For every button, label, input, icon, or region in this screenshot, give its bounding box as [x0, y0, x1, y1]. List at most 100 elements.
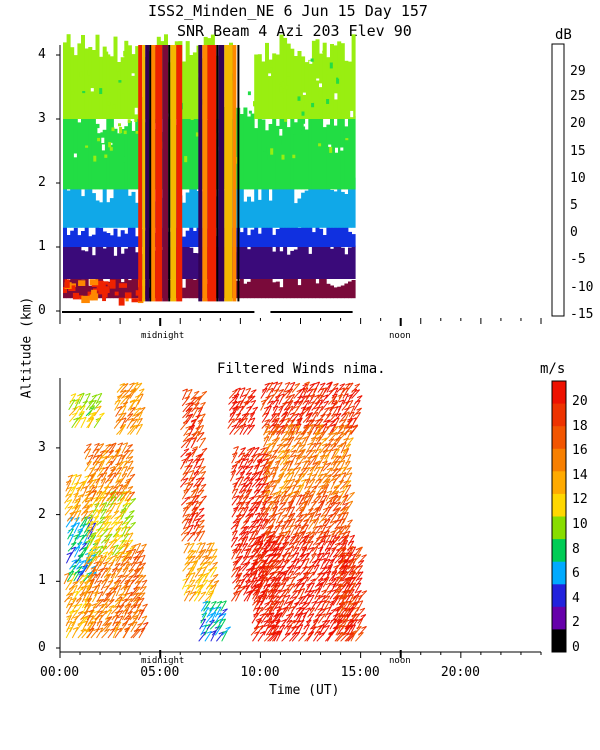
top-noon-marker: noon [389, 331, 411, 341]
wind-barb [288, 512, 296, 524]
wind-barb [342, 525, 351, 536]
snr-cell [333, 191, 338, 228]
wind-barb-flag [321, 437, 327, 441]
wind-barb-flag [262, 576, 268, 580]
wind-barb-flag [357, 600, 363, 604]
wind-barb-flag [326, 525, 332, 529]
wind-barb-flag [67, 505, 73, 509]
wind-barb-flag [307, 412, 313, 415]
wind-barb [263, 436, 270, 448]
snr-cell [279, 34, 284, 119]
wind-barb-flag [123, 521, 129, 525]
wind-barb [315, 431, 324, 442]
wind-barb-flag [285, 535, 291, 539]
wind-barb [287, 500, 295, 512]
wind-barb [110, 580, 120, 591]
wind-barb-flag [236, 572, 243, 576]
wind-barb-flag [184, 513, 190, 517]
wind-barb-flag [240, 447, 246, 451]
snr-speckle [264, 155, 268, 161]
wind-barb [316, 406, 324, 417]
wind-barb [63, 572, 70, 585]
wind-barb [245, 513, 254, 524]
wind-barb [283, 382, 291, 393]
wind-barb [247, 424, 256, 435]
wind-barb [348, 388, 358, 399]
wind-barb-flag [111, 554, 118, 558]
wind-barb-flag [184, 396, 190, 399]
wind-barb [324, 382, 332, 393]
wind-barb [292, 619, 301, 630]
wind-barb [137, 393, 144, 405]
wind-barb-flag [267, 500, 273, 504]
wind-barb [69, 486, 77, 498]
wind-barb-flag [326, 462, 332, 466]
wind-x-tick-label: 15:00 [340, 665, 380, 680]
wind-barb-flag [346, 424, 352, 428]
snr-cell [275, 229, 280, 247]
wind-barb-flag [266, 495, 272, 499]
wind-barb [231, 506, 239, 518]
snr-cell [304, 277, 309, 299]
wind-barb-flag [294, 540, 300, 544]
wind-barb-flag [308, 594, 315, 598]
wind-barb-flag [257, 625, 264, 628]
wind-barb [91, 591, 99, 603]
snr-cell [286, 185, 291, 228]
snr-hotspot [118, 297, 125, 306]
snr-cell [297, 198, 302, 228]
snr-cell [192, 52, 197, 119]
wind-barb-flag [324, 624, 330, 628]
wind-barb [74, 405, 82, 417]
wind-barb [302, 425, 311, 436]
snr-cell [127, 280, 132, 299]
wind-barb [345, 472, 353, 484]
snr-speckle [281, 81, 285, 89]
wind-barb [358, 626, 367, 636]
wind-barb [322, 566, 332, 576]
snr-cell [120, 253, 125, 279]
wind-barb-flag [340, 466, 347, 470]
wind-barb [90, 509, 99, 520]
wind-barb [109, 472, 117, 484]
wind-barb [105, 605, 115, 615]
wind-barb [321, 400, 330, 411]
snr-cell [265, 270, 269, 299]
wind-barb [301, 576, 309, 588]
wind-barb [183, 425, 192, 437]
wind-barb-flag [200, 483, 207, 487]
wind-barb [119, 473, 128, 484]
wind-barb-flag [346, 618, 352, 622]
wind-barb-flag [308, 424, 314, 427]
wind-barb [306, 571, 315, 582]
wind-barb [119, 539, 128, 550]
snr-speckle [247, 52, 251, 56]
snr-cell [254, 128, 259, 190]
wind-barb-flag [275, 606, 281, 609]
wind-barb [80, 564, 89, 576]
wind-barb-flag [91, 573, 97, 577]
wind-barb [73, 598, 82, 609]
wind-barb [87, 473, 96, 484]
snr-speckle [248, 110, 252, 114]
snr-cell [120, 230, 125, 247]
wind-barb-flag [187, 458, 194, 462]
wind-barb [96, 627, 104, 639]
wind-barb [103, 567, 112, 579]
wind-barb [313, 594, 321, 606]
snr-cell [189, 114, 194, 190]
wind-barb-flag [117, 454, 123, 457]
wind-barb [67, 534, 74, 546]
snr-cell [340, 191, 345, 228]
wind-barb-flag [99, 450, 106, 453]
wind-barb [260, 594, 268, 606]
wind-barb [257, 553, 266, 564]
wind-barb-flag [321, 387, 327, 391]
snr-cell [265, 177, 269, 228]
wind-barb [355, 571, 364, 582]
snr-cell [308, 59, 313, 119]
wind-barb-flag [82, 485, 88, 489]
wind-barb-flag [115, 502, 121, 506]
snr-speckle [118, 123, 121, 127]
wind-barb [236, 418, 245, 429]
